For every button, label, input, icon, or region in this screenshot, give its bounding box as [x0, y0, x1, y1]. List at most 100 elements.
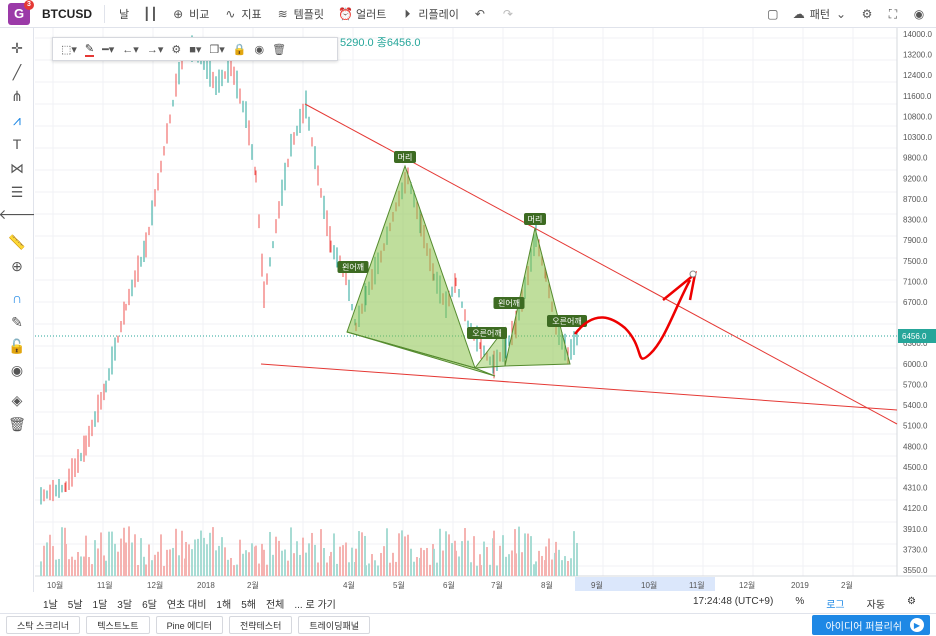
- pattern-tool-icon[interactable]: ⩘: [13, 111, 21, 128]
- clock[interactable]: 17:24:48 (UTC+9): [692, 595, 774, 607]
- pattern-label-right-shoulder: 오른어깨: [552, 316, 581, 326]
- trash-icon[interactable]: 🗑: [8, 415, 26, 432]
- measure-lines-icon[interactable]: ☰: [10, 183, 24, 200]
- volume-bar: [505, 556, 507, 576]
- price-chart[interactable]: 14000.0 13200.0 12400.0 11600.0 10800.0 10300…: [35, 28, 936, 592]
- text-icon[interactable]: T: [12, 136, 22, 152]
- selection-icon[interactable]: ⬚▾: [61, 43, 77, 56]
- layout-icon[interactable]: ▢: [767, 6, 779, 21]
- price-tick-label: 11600.0: [903, 92, 932, 101]
- range-item[interactable]: 6달: [142, 599, 157, 611]
- auto-toggle[interactable]: 자동: [866, 599, 886, 611]
- indicators-button[interactable]: ∿ 지표: [223, 6, 261, 22]
- range-item[interactable]: 1달: [92, 599, 108, 611]
- interval-button[interactable]: 날: [119, 6, 129, 22]
- range-item[interactable]: 5해: [241, 599, 256, 611]
- range-item[interactable]: 5날: [67, 599, 83, 611]
- volume-bar: [499, 545, 501, 576]
- range-item[interactable]: 1해: [216, 599, 232, 611]
- volume-bar: [166, 549, 168, 576]
- price-tick-label: 7900.0: [903, 236, 928, 245]
- compare-button[interactable]: ⊕ 비교: [171, 6, 209, 22]
- price-tick-label: 10300.0: [903, 133, 932, 142]
- gear-icon[interactable]: ⚙: [861, 6, 873, 21]
- range-item[interactable]: 전체: [265, 599, 285, 611]
- range-item[interactable]: 3달: [117, 599, 133, 611]
- volume-bar: [314, 544, 316, 576]
- compare-label: 비교: [189, 8, 210, 21]
- pitchfork-icon[interactable]: ⋔: [11, 87, 23, 104]
- percent-toggle[interactable]: %: [795, 595, 805, 607]
- volume-bar: [320, 529, 322, 576]
- gear-icon[interactable]: ⚙: [907, 595, 916, 607]
- notification-badge: 3: [24, 0, 34, 10]
- symbol-search[interactable]: BTCUSD: [42, 6, 92, 21]
- fill-icon[interactable]: ■▾: [189, 43, 202, 56]
- chart-canvas[interactable]: 14000.0 13200.0 12400.0 11600.0 10800.0 10300…: [35, 28, 936, 592]
- pattern-label-left-shoulder: 왼어깨: [498, 298, 520, 308]
- lock-icon[interactable]: 🔒: [232, 43, 247, 56]
- time-tick-label: 8월: [541, 580, 553, 590]
- volume-bar: [83, 556, 85, 576]
- volume-bar: [323, 548, 325, 576]
- alerts-button[interactable]: ⏰ 얼러트: [338, 6, 386, 22]
- lock-drawings-icon[interactable]: ✎: [11, 313, 23, 330]
- plus-icon: ⊕: [173, 6, 184, 21]
- visibility-icon[interactable]: ◉: [254, 43, 265, 56]
- line-end-icon[interactable]: →▾: [146, 43, 164, 56]
- interval-label: 날: [119, 8, 130, 21]
- trendline-icon[interactable]: ╱: [12, 63, 22, 80]
- volume-bar: [263, 549, 265, 576]
- lock-icon[interactable]: 🔓: [8, 337, 26, 354]
- ruler-icon[interactable]: 📏: [8, 233, 26, 250]
- publish-idea-button[interactable]: 아이디어 퍼블리쉬 ▶: [811, 615, 930, 635]
- range-item[interactable]: 연초 대비: [166, 599, 207, 611]
- volume-bar: [358, 531, 360, 576]
- indicators-icon: ∿: [225, 6, 236, 21]
- camera-icon[interactable]: ◉: [913, 6, 925, 21]
- fibonacci-icon[interactable]: ⋈: [10, 159, 24, 176]
- time-tick-label: 12월: [739, 580, 755, 590]
- time-tick-label: 2018: [197, 581, 215, 590]
- bottom-tab[interactable]: 전략테스터: [228, 616, 293, 634]
- time-tick-label: 10월: [47, 580, 63, 590]
- volume-bar: [197, 538, 199, 576]
- bottom-tab[interactable]: 스탁 스크리너: [6, 616, 81, 634]
- line-start-icon[interactable]: ←▾: [122, 43, 139, 56]
- volume-bar: [330, 551, 332, 576]
- support-trendline: [260, 363, 898, 411]
- volume-bar: [65, 543, 67, 576]
- back-arrow-icon[interactable]: 🡐: [0, 205, 36, 222]
- volume-bar: [538, 550, 540, 576]
- goto-date-button[interactable]: ... 로 가기: [294, 599, 336, 611]
- replay-button[interactable]: ⏵ 리플레이: [400, 6, 459, 22]
- zoom-icon[interactable]: ⊕: [11, 257, 23, 274]
- volume-bar: [386, 528, 388, 576]
- layers-icon[interactable]: ◈: [11, 391, 23, 408]
- range-item[interactable]: 1날: [43, 599, 58, 611]
- magnet-icon[interactable]: ∩: [11, 290, 23, 306]
- app-logo[interactable]: G 3: [8, 0, 34, 25]
- fullscreen-icon[interactable]: ⛶: [888, 6, 898, 21]
- bottom-tab[interactable]: 텍스트노트: [86, 616, 150, 634]
- settings-icon[interactable]: ⚙: [171, 43, 182, 56]
- templates-button[interactable]: ≋ 템플릿: [276, 6, 324, 22]
- pencil-icon[interactable]: ✎: [84, 42, 95, 57]
- volume-bar: [160, 534, 162, 576]
- crosshair-icon[interactable]: ✛: [11, 39, 23, 56]
- log-toggle[interactable]: 로그: [826, 599, 845, 611]
- bottom-tab[interactable]: Pine 에디터: [155, 616, 223, 634]
- delete-icon[interactable]: 🗑: [272, 43, 287, 56]
- eye-icon[interactable]: ◉: [10, 361, 24, 378]
- redo-button[interactable]: ↷: [501, 7, 515, 21]
- volume-bar: [401, 530, 403, 576]
- patterns-button[interactable]: ☁ 패턴 ⌄: [792, 6, 848, 22]
- chart-style-button[interactable]: ┃┃: [143, 7, 157, 21]
- price-tick-label: 14000.0: [903, 30, 932, 39]
- bottom-tab[interactable]: 트레이딩패널: [298, 616, 371, 634]
- volume-bar: [245, 550, 247, 576]
- line-width-icon[interactable]: ━▾: [102, 43, 115, 56]
- price-tick-label: 9800.0: [903, 154, 928, 163]
- clone-icon[interactable]: ❐▾: [209, 43, 225, 56]
- undo-button[interactable]: ↶: [473, 7, 487, 21]
